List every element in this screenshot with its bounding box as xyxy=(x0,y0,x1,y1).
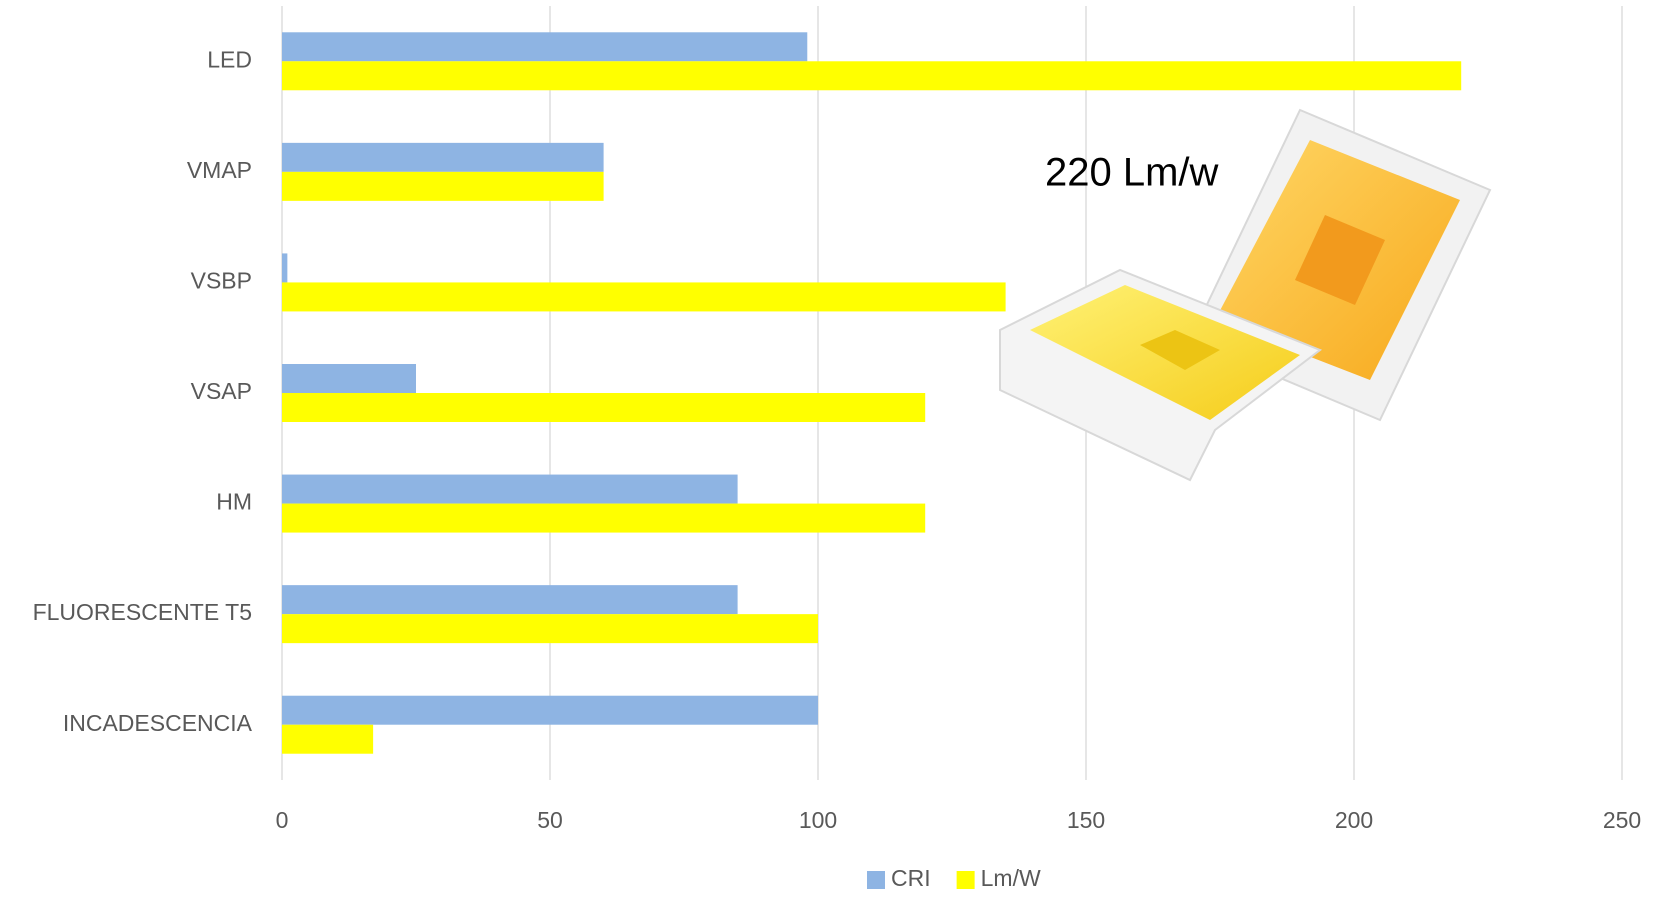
y-tick-label: VMAP xyxy=(187,157,252,183)
bar xyxy=(282,585,738,615)
bar xyxy=(282,695,818,725)
y-tick-label: VSBP xyxy=(191,268,252,294)
x-tick-label: 50 xyxy=(537,807,563,833)
bar xyxy=(282,503,926,533)
y-tick-label: LED xyxy=(207,46,252,72)
x-tick-label: 250 xyxy=(1603,807,1641,833)
bar xyxy=(282,614,818,644)
x-tick-label: 150 xyxy=(1067,807,1105,833)
legend-label: CRI xyxy=(891,865,931,891)
legend-label: Lm/W xyxy=(981,865,1041,891)
led-core xyxy=(1140,330,1220,370)
y-tick-label: FLUORESCENTE T5 xyxy=(33,599,252,625)
led-picture xyxy=(999,108,1492,482)
led-core xyxy=(1295,215,1385,305)
bar xyxy=(282,474,738,504)
legend-swatch xyxy=(956,871,975,889)
bar xyxy=(282,393,926,422)
bar xyxy=(282,171,604,201)
bar xyxy=(282,32,808,62)
bar xyxy=(282,724,374,754)
bar xyxy=(282,142,604,172)
x-tick-label: 100 xyxy=(799,807,837,833)
bar xyxy=(282,253,288,283)
x-tick-label: 200 xyxy=(1335,807,1373,833)
annotation: 220 Lm/w xyxy=(1045,151,1219,195)
y-tick-label: INCADESCENCIA xyxy=(63,710,253,736)
y-tick-label: HM xyxy=(216,489,252,515)
bar xyxy=(282,364,416,393)
x-tick-label: 0 xyxy=(276,807,289,833)
y-tick-label: VSAP xyxy=(191,378,252,404)
legend-swatch xyxy=(867,871,885,889)
bar xyxy=(282,61,1462,91)
bar xyxy=(282,282,1006,312)
